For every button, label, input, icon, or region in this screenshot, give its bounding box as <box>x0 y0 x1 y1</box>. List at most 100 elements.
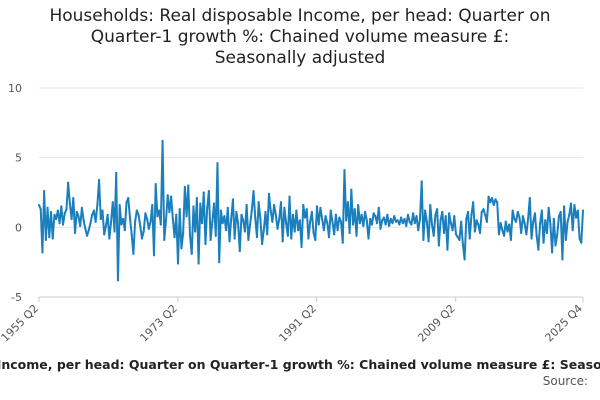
data-point <box>375 222 379 225</box>
data-point <box>91 213 94 216</box>
data-point <box>164 219 168 222</box>
data-point <box>389 217 392 221</box>
data-point <box>132 252 135 255</box>
chart-title-line-3: Seasonally adjusted <box>214 48 386 68</box>
data-point <box>43 190 46 193</box>
data-point <box>490 196 494 200</box>
data-point <box>415 215 418 218</box>
data-point <box>264 210 267 214</box>
data-point <box>230 217 233 221</box>
data-point <box>394 220 398 223</box>
data-point <box>281 240 284 243</box>
data-point <box>279 201 283 204</box>
data-point <box>82 219 85 222</box>
data-point <box>274 213 277 216</box>
y-tick-label: 5 <box>15 152 22 165</box>
data-point <box>161 139 164 143</box>
data-point <box>183 185 186 189</box>
data-point <box>233 237 236 240</box>
data-point <box>68 202 71 205</box>
data-point <box>532 220 535 223</box>
data-point <box>73 231 77 235</box>
data-point <box>573 203 576 207</box>
data-point <box>221 222 224 225</box>
data-point <box>338 216 341 219</box>
series-line <box>38 139 584 282</box>
data-point <box>412 212 415 215</box>
data-point <box>44 238 47 241</box>
data-point <box>290 237 293 240</box>
data-point <box>276 227 279 230</box>
data-point <box>496 201 499 204</box>
y-tick-label: 10 <box>8 82 22 95</box>
data-point <box>85 234 89 237</box>
data-point <box>563 205 566 208</box>
data-point <box>139 224 142 228</box>
data-point <box>315 205 319 208</box>
data-point <box>327 235 331 239</box>
data-point <box>384 223 387 226</box>
data-point <box>535 234 538 237</box>
data-point <box>248 223 252 226</box>
data-point <box>439 219 442 222</box>
data-point <box>166 194 169 197</box>
data-point <box>140 237 144 240</box>
data-point <box>199 202 202 205</box>
data-point <box>511 209 514 212</box>
data-point <box>194 230 197 233</box>
data-point <box>142 230 145 233</box>
data-point <box>67 181 70 184</box>
data-point <box>509 238 513 241</box>
data-point <box>470 213 473 216</box>
data-point <box>427 240 430 243</box>
data-point <box>218 261 221 264</box>
data-point <box>436 208 439 211</box>
y-tick-label: -5 <box>11 291 22 304</box>
data-point <box>286 234 289 237</box>
data-point <box>386 213 389 216</box>
data-point <box>176 262 180 265</box>
data-point <box>293 230 296 233</box>
data-point <box>372 212 375 215</box>
data-point <box>355 234 358 237</box>
data-point <box>547 206 550 209</box>
data-point <box>96 203 99 207</box>
data-point <box>127 196 130 200</box>
data-point <box>216 162 219 165</box>
data-point <box>449 222 452 225</box>
data-point <box>185 215 188 218</box>
data-point <box>413 222 416 225</box>
data-point <box>480 210 483 214</box>
data-point <box>360 213 363 216</box>
data-point <box>472 201 475 204</box>
data-point <box>518 216 521 219</box>
data-point <box>77 215 80 218</box>
data-point <box>501 229 504 232</box>
data-point <box>545 231 549 235</box>
data-point <box>437 244 440 247</box>
data-point <box>350 188 353 191</box>
data-point <box>295 209 298 212</box>
data-point <box>458 238 461 241</box>
data-point <box>482 208 485 211</box>
data-point <box>393 215 396 218</box>
data-point <box>396 219 399 222</box>
data-point <box>192 205 195 208</box>
data-point <box>520 231 523 235</box>
data-point <box>399 216 403 219</box>
data-point <box>99 217 102 221</box>
chart-footer-caption: Households: Real disposable Income, per … <box>0 357 600 372</box>
data-point <box>317 223 320 226</box>
data-point <box>514 220 518 223</box>
data-point <box>566 220 569 223</box>
data-point <box>343 169 346 172</box>
data-point <box>224 229 228 232</box>
data-point <box>195 196 198 200</box>
data-point <box>314 238 317 241</box>
data-point <box>120 223 123 226</box>
data-point <box>539 222 542 225</box>
data-point <box>578 237 581 240</box>
data-point <box>283 206 286 209</box>
data-point <box>309 220 312 223</box>
